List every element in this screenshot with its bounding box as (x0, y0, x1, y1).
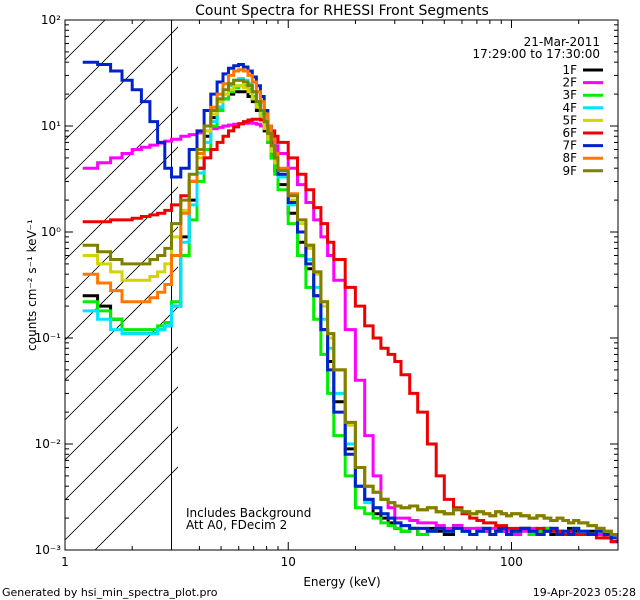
hatch-line (65, 66, 178, 181)
y-tick-labels: 10⁻³ 10⁻² 10⁻¹ 10⁰ 10¹ 10² (35, 13, 62, 557)
y-tick-label: 10⁻¹ (35, 331, 62, 345)
legend-label-1F: 1F (562, 63, 577, 77)
x-tick-label: 100 (500, 555, 523, 569)
legend-label-5F: 5F (562, 113, 577, 127)
legend-label-2F: 2F (562, 76, 577, 90)
x-axis-label: Energy (keV) (303, 575, 380, 589)
legend-label-6F: 6F (562, 126, 577, 140)
legend-label-7F: 7F (562, 139, 577, 153)
x-tick-label: 1 (61, 555, 69, 569)
y-tick-label: 10¹ (41, 119, 61, 133)
legend-label-4F: 4F (562, 101, 577, 115)
y-tick-label: 10⁻³ (35, 543, 62, 557)
series-lines (82, 60, 618, 544)
hatch-line (65, 426, 178, 541)
hatch-line (94, 466, 178, 550)
x-tick-label: 10 (281, 555, 296, 569)
y-tick-label: 10² (41, 13, 61, 27)
legend-label-8F: 8F (562, 151, 577, 165)
x-tick-labels: 1 10 100 (61, 555, 523, 569)
y-axis-label: counts cm⁻² s⁻¹ keV⁻¹ (25, 219, 39, 351)
series-line-7F (82, 60, 618, 544)
time-range-label: 17:29:00 to 17:30:00 (473, 47, 600, 61)
annotation-attenuator: Att A0, FDecim 2 (186, 518, 287, 532)
date-label: 21-Mar-2011 (524, 35, 600, 49)
annotation-background: Includes Background (186, 506, 311, 520)
legend-label-3F: 3F (562, 88, 577, 102)
hatch-line (65, 346, 178, 461)
plot-frame (64, 19, 619, 551)
excluded-region-hatch (65, 20, 178, 550)
axis-ticks (64, 19, 619, 551)
y-tick-label: 10⁰ (41, 225, 61, 239)
timestamp-footer: 19-Apr-2023 05:28 (533, 586, 636, 599)
legend-label-9F: 9F (562, 164, 577, 178)
hatch-line (65, 306, 178, 421)
series-line-9F (82, 78, 618, 540)
generated-by-footer: Generated by hsi_min_spectra_plot.pro (2, 586, 218, 599)
y-tick-label: 10⁻² (35, 437, 62, 451)
chart-title: Count Spectra for RHESSI Front Segments (195, 3, 489, 19)
